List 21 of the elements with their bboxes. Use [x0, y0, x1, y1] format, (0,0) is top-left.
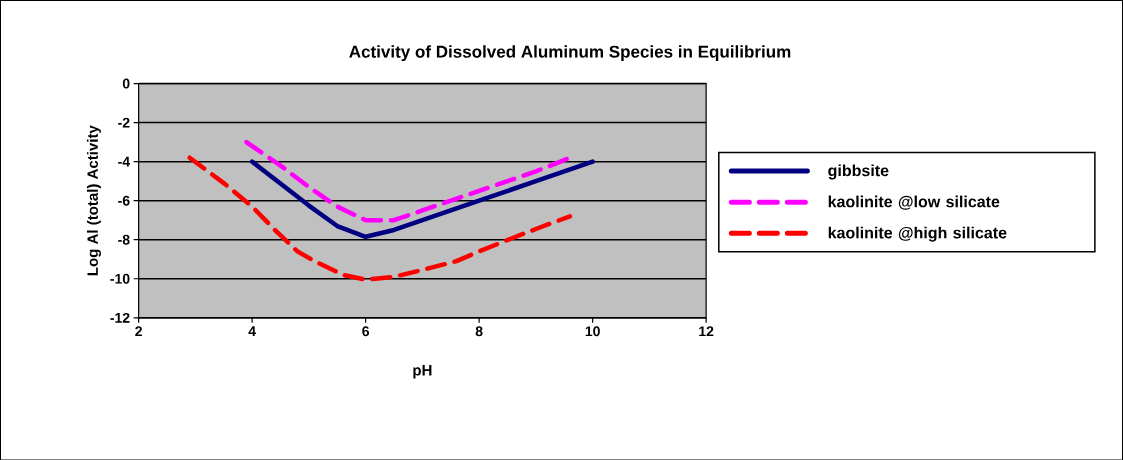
y-tick-label: -2	[118, 117, 130, 128]
legend-label: kaolinite @high silicate	[828, 226, 1007, 242]
x-tick-label: 12	[699, 326, 714, 336]
y-axis-title: Log Al (total) Activity	[86, 125, 101, 275]
line-series	[187, 155, 573, 282]
x-tick-label: 8	[475, 326, 483, 337]
y-tick-label: -6	[118, 195, 130, 206]
x-tick-label: 6	[362, 326, 370, 337]
x-axis-title: pH	[413, 364, 432, 379]
y-tick-label: -10	[110, 273, 130, 284]
legend-label: kaolinite @low silicate	[828, 195, 1000, 210]
chart-title: Activity of Dissolved Aluminum Species in Equilibrium	[349, 45, 791, 61]
line-series	[249, 159, 595, 239]
legend-label: gibbsite	[828, 164, 889, 180]
y-tick-label: -12	[110, 312, 130, 323]
x-tick-label: 10	[585, 326, 600, 337]
y-tick-label: 0	[122, 78, 130, 89]
x-tick-label: 4	[248, 326, 256, 336]
x-tick-label: 2	[135, 326, 142, 336]
y-tick-label: -4	[118, 156, 131, 167]
y-tick-label: -8	[118, 234, 130, 245]
